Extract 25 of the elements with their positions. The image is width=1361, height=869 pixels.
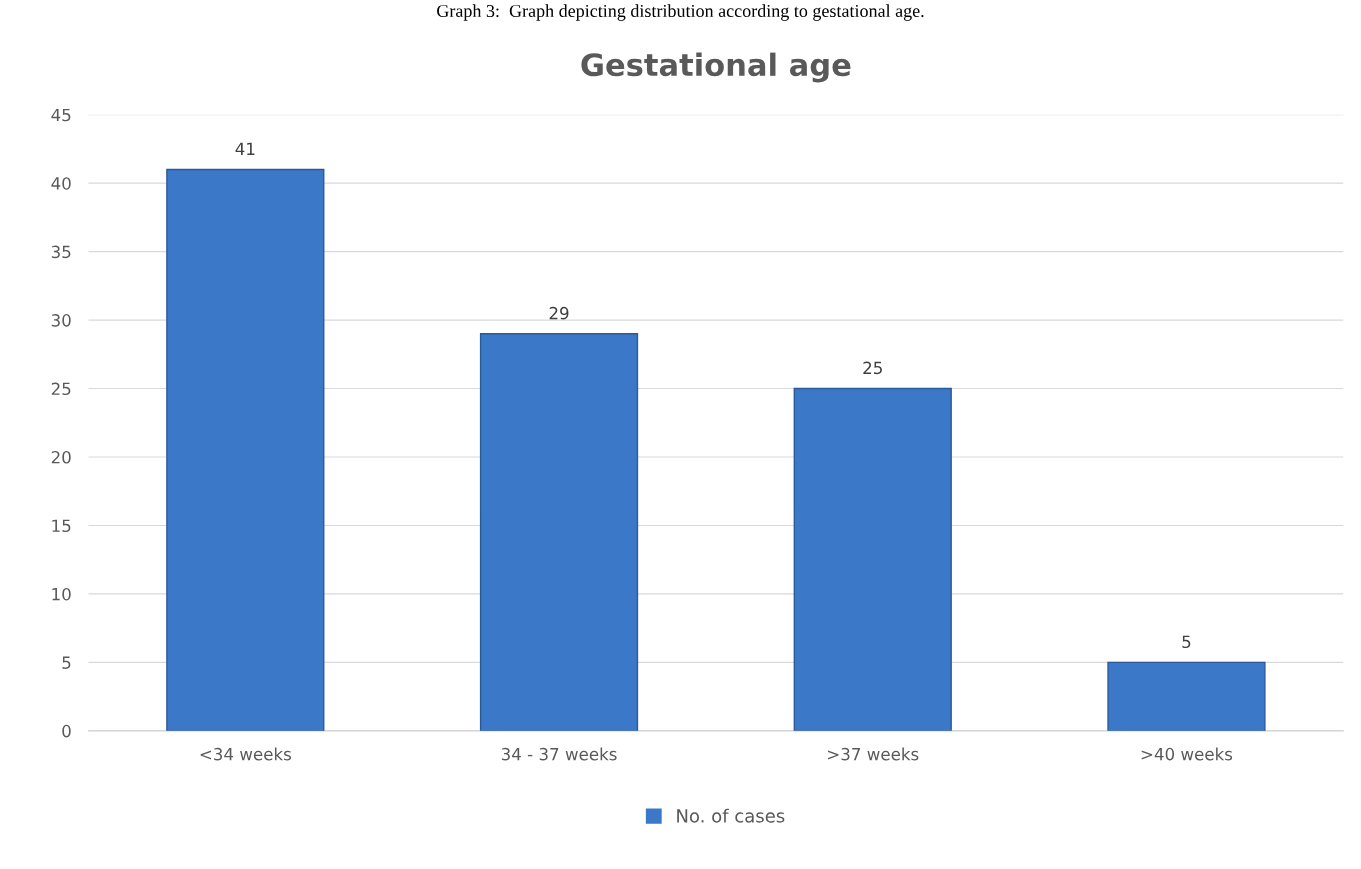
x-tick-label: 34 - 37 weeks [501,747,617,761]
x-tick-label: >37 weeks [828,747,919,761]
y-tick-label: 0 [62,724,71,738]
bar [166,168,325,731]
x-tick-label: >40 weeks [1141,747,1233,761]
bar [793,387,952,731]
data-label: 29 [549,306,569,320]
data-label: 25 [863,361,882,375]
y-tick-label: 35 [51,245,71,259]
y-tick-label: 20 [51,450,71,464]
y-tick-label: 30 [51,314,71,327]
legend-label: No. of cases [677,808,785,823]
x-tick-label: <34 weeks [200,747,291,761]
y-tick-label: 15 [52,519,71,533]
chart-title: Gestational age [581,52,851,83]
data-label: 41 [235,142,255,155]
data-label: 5 [1182,635,1191,649]
bar [1107,661,1266,731]
y-tick-label: 40 [51,177,71,190]
y-tick-label: 10 [52,587,71,601]
caption: Graph 3: Graph depicting distribution according to gestational age. [437,4,924,21]
y-tick-label: 45 [51,108,71,122]
bar [479,333,639,731]
y-tick-label: 5 [62,656,71,669]
y-tick-label: 25 [51,382,71,396]
